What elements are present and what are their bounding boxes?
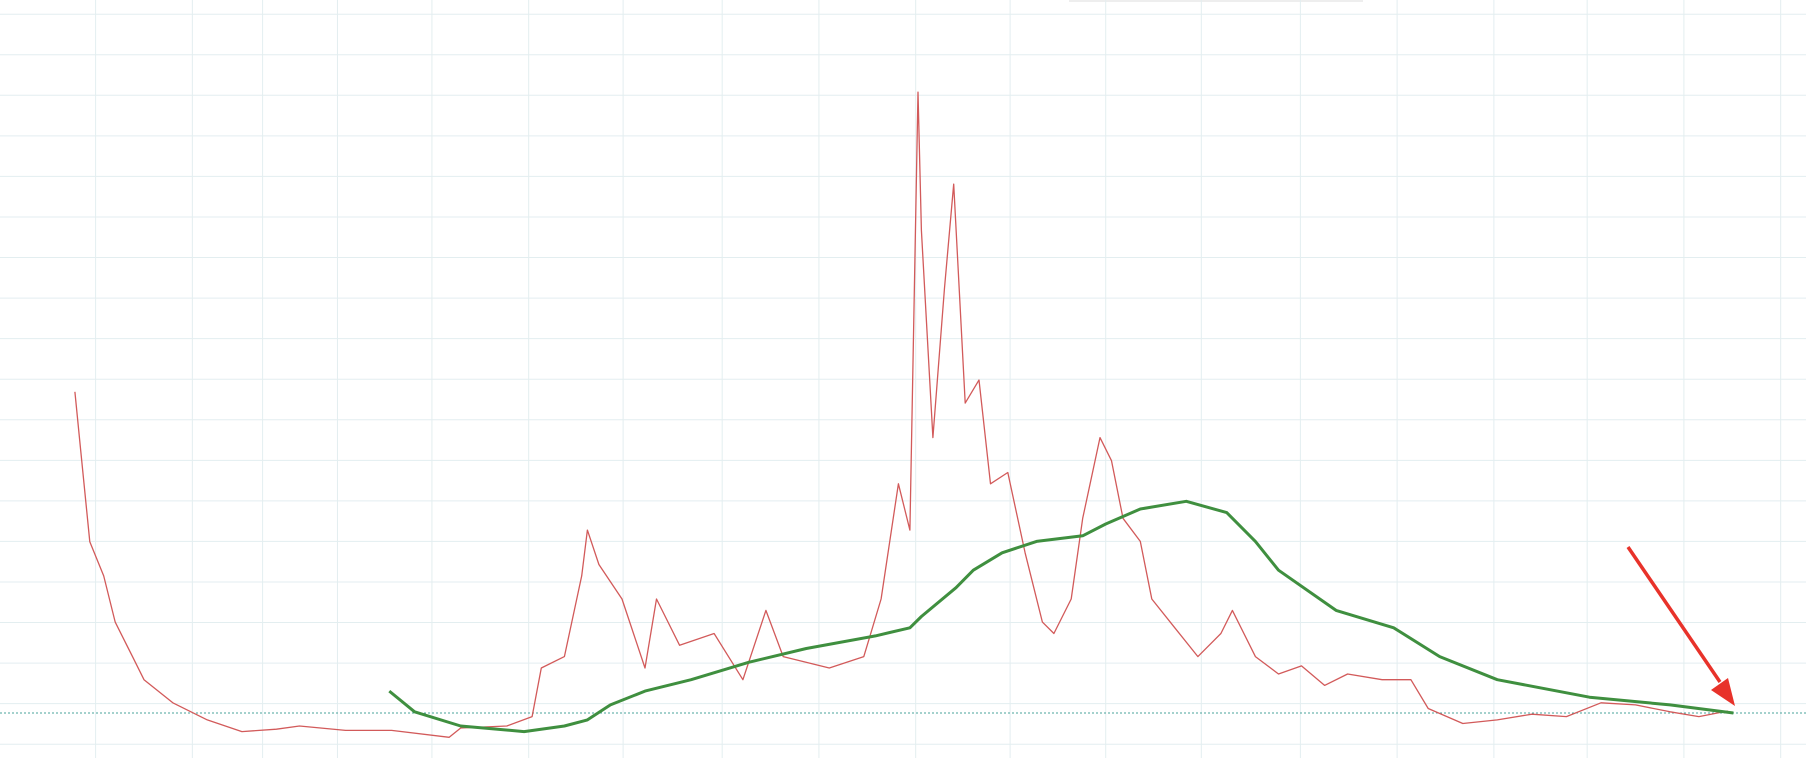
series-line [74, 91, 1728, 738]
arrow-shaft [1626, 546, 1722, 683]
series-line [388, 499, 1734, 734]
toolbar-edge [1069, 0, 1363, 2]
arrow-annotation [1626, 546, 1735, 706]
arrow-head [1711, 678, 1735, 706]
